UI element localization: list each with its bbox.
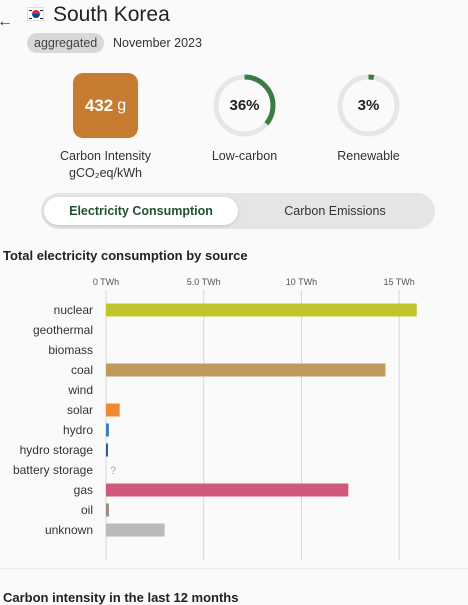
renewable-ring-progress — [337, 74, 400, 137]
renewable-ring[interactable] — [336, 73, 401, 138]
carbon-intensity-unit: g — [117, 96, 127, 114]
category-label: hydro — [63, 423, 93, 437]
x-tick-label: 15 TWh — [383, 277, 414, 287]
bar-solar — [106, 403, 120, 417]
category-label: oil — [81, 503, 93, 517]
renewable-value: 3% — [357, 97, 380, 114]
south-korea-flag-icon — [27, 7, 44, 21]
consumption-chart-title: Total electricity consumption by source — [3, 248, 248, 263]
low-carbon-ring[interactable] — [212, 73, 277, 138]
low-carbon-value: 36% — [229, 97, 260, 114]
low-carbon-label: Low-carbon — [211, 149, 278, 163]
category-label: solar — [67, 403, 93, 417]
category-label: geothermal — [33, 323, 93, 337]
bar-hydro — [106, 423, 109, 437]
category-label: nuclear — [54, 303, 93, 317]
renewable-label: Renewable — [337, 149, 400, 163]
low-carbon-ring-progress — [213, 74, 276, 137]
category-label: unknown — [45, 523, 93, 537]
aggregated-badge: aggregated — [27, 33, 105, 53]
category-label: wind — [67, 383, 93, 397]
consumption-bar-chart: 0 TWh 5.0 TWh 10 TWh 15 TWh nuclear geotherma… — [13, 277, 417, 560]
section-divider — [0, 568, 468, 569]
country-title: South Korea — [53, 3, 170, 26]
x-tick-label: 10 TWh — [286, 277, 317, 287]
back-arrow-icon[interactable]: ← — [0, 13, 13, 30]
carbon-intensity-label: Carbon Intensity gCO₂eq/kWh — [59, 149, 152, 180]
bar-oil — [106, 503, 109, 517]
intensity-chart-title: Carbon intensity in the last 12 months — [3, 590, 239, 605]
x-tick-label: 5.0 TWh — [187, 277, 221, 287]
category-label: coal — [71, 363, 93, 377]
period-date[interactable]: November 2023 — [113, 36, 202, 50]
x-tick-label: 0 TWh — [93, 277, 119, 287]
category-label: hydro storage — [20, 443, 94, 457]
bar-unknown — [106, 523, 165, 537]
category-label: biomass — [48, 343, 93, 357]
tab-electricity-consumption[interactable]: Electricity Consumption — [44, 197, 238, 225]
tab-carbon-emissions[interactable]: Carbon Emissions — [284, 204, 386, 218]
bar-coal — [106, 363, 386, 377]
bar-hydro-storage — [106, 443, 108, 457]
category-label: battery storage — [13, 463, 93, 477]
category-label: gas — [74, 483, 93, 497]
unknown-value-marker: ? — [110, 465, 116, 477]
carbon-intensity-value: 432 — [84, 95, 114, 115]
bar-nuclear — [106, 303, 417, 317]
view-toggle: Electricity Consumption Carbon Emissions — [41, 193, 435, 229]
bar-gas — [106, 483, 349, 497]
carbon-intensity-box[interactable]: 432 g — [73, 73, 138, 138]
